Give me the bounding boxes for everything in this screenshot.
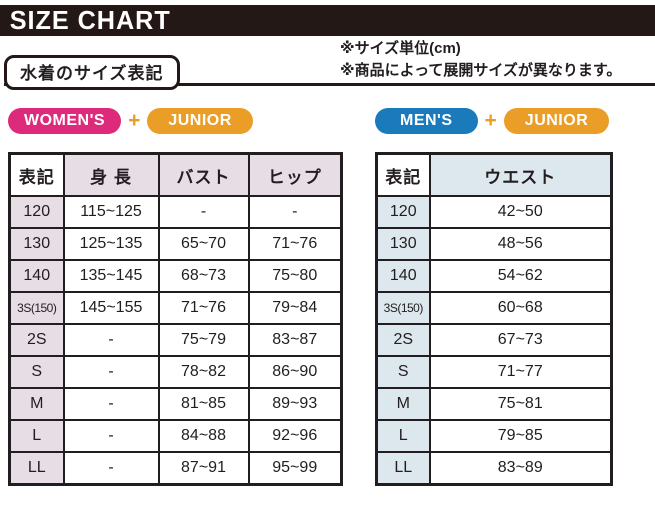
table-row: S 71~77 <box>375 355 613 389</box>
table-row: S -78~82 86~90 <box>8 355 343 389</box>
size-label-cell: 120 <box>375 195 431 229</box>
table-row: 140 54~62 <box>375 259 613 293</box>
mens-badge: MEN'S <box>375 108 478 134</box>
size-label-cell: M <box>375 387 431 421</box>
measurement-cell: 78~82 <box>157 355 250 389</box>
measurement-cell: - <box>157 195 250 229</box>
measurement-cell: 60~68 <box>428 291 613 325</box>
measurement-cell: 75~80 <box>247 259 343 293</box>
size-label-cell: L <box>8 419 65 453</box>
measurement-cell: 71~76 <box>157 291 250 325</box>
measurement-cell: 54~62 <box>428 259 613 293</box>
table-row: 140 135~145 68~73 75~80 <box>8 259 343 293</box>
table-row: 2S -75~79 83~87 <box>8 323 343 357</box>
measurement-cell: 65~70 <box>157 227 250 261</box>
table-row: L 79~85 <box>375 419 613 453</box>
women-size-table: 表記身 長バスト ヒップ 120 115~125- -130 125~135 65~70 71… <box>8 152 343 486</box>
table-row: M -81~85 89~93 <box>8 387 343 421</box>
column-header-cell: ヒップ <box>247 152 343 197</box>
measurement-cell: 86~90 <box>247 355 343 389</box>
measurement-cell: 79~85 <box>428 419 613 453</box>
measurement-cell: 92~96 <box>247 419 343 453</box>
measurement-cell: 67~73 <box>428 323 613 357</box>
table-row: 130 125~135 65~70 71~76 <box>8 227 343 261</box>
measurement-cell: - <box>62 387 160 421</box>
table-row: L -84~88 92~96 <box>8 419 343 453</box>
size-label-cell: L <box>375 419 431 453</box>
table-row: 130 48~56 <box>375 227 613 261</box>
measurement-cell: 95~99 <box>247 451 343 486</box>
size-label-cell: 3S(150) <box>8 291 65 325</box>
measurement-cell: - <box>62 323 160 357</box>
measurement-cell: 71~77 <box>428 355 613 389</box>
table-row: LL -87~91 95~99 <box>8 451 343 486</box>
measurement-cell: 68~73 <box>157 259 250 293</box>
measurement-cell: 42~50 <box>428 195 613 229</box>
size-label-cell: S <box>8 355 65 389</box>
table-row: 3S(150) 60~68 <box>375 291 613 325</box>
size-label-cell: 140 <box>8 259 65 293</box>
size-label-cell: LL <box>8 451 65 486</box>
section-divider-line <box>4 83 655 86</box>
table-row: LL 83~89 <box>375 451 613 486</box>
measurement-cell: 87~91 <box>157 451 250 486</box>
womens-badge-group: WOMEN'S + JUNIOR <box>8 108 253 134</box>
measurement-cell: 81~85 <box>157 387 250 421</box>
measurement-cell: - <box>247 195 343 229</box>
measurement-cell: 71~76 <box>247 227 343 261</box>
size-label-cell: M <box>8 387 65 421</box>
measurement-cell: 75~81 <box>428 387 613 421</box>
size-label-cell: 130 <box>8 227 65 261</box>
size-label-cell: 2S <box>375 323 431 357</box>
measurement-cell: - <box>62 355 160 389</box>
size-label-cell: 130 <box>375 227 431 261</box>
page-title-bar: SIZE CHART <box>0 5 655 36</box>
page-title: SIZE CHART <box>9 5 171 35</box>
plus-icon: + <box>128 109 141 132</box>
men-size-table: 表記 ウエスト 120 42~50 130 48~56 140 54~62 3S(150) 60~… <box>375 152 613 486</box>
measurement-cell: 84~88 <box>157 419 250 453</box>
table-row: M 75~81 <box>375 387 613 421</box>
column-header-cell: 身 長 <box>62 152 160 197</box>
womens-badge: WOMEN'S <box>8 108 122 134</box>
notes-block: ※サイズ単位(cm) ※商品によって展開サイズが異なります。 <box>340 38 621 82</box>
size-label-cell: 2S <box>8 323 65 357</box>
table-row: 120 115~125- - <box>8 195 343 229</box>
note-size-unit: ※サイズ単位(cm) <box>340 40 461 57</box>
column-header-cell: バスト <box>157 152 250 197</box>
measurement-cell: 83~87 <box>247 323 343 357</box>
measurement-cell: - <box>62 451 160 486</box>
junior-badge: JUNIOR <box>503 108 610 134</box>
size-label-cell: LL <box>375 451 431 486</box>
measurement-cell: - <box>62 419 160 453</box>
table-row: 120 42~50 <box>375 195 613 229</box>
header-row: 表記 ウエスト <box>375 152 613 197</box>
mens-badge-group: MEN'S + JUNIOR <box>375 108 610 134</box>
header-row: 表記身 長バスト ヒップ <box>8 152 343 197</box>
measurement-cell: 79~84 <box>247 291 343 325</box>
measurement-cell: 115~125 <box>62 195 160 229</box>
size-label-cell: 120 <box>8 195 65 229</box>
measurement-cell: 145~155 <box>62 291 160 325</box>
corner-header-cell: 表記 <box>8 152 65 197</box>
measurement-cell: 48~56 <box>428 227 613 261</box>
measurement-cell: 75~79 <box>157 323 250 357</box>
section-tab: 水着のサイズ表記 <box>4 55 180 90</box>
column-header-cell: ウエスト <box>428 152 613 197</box>
plus-icon: + <box>484 109 497 132</box>
measurement-cell: 89~93 <box>247 387 343 421</box>
table-row: 2S 67~73 <box>375 323 613 357</box>
measurement-cell: 125~135 <box>62 227 160 261</box>
size-label-cell: 3S(150) <box>375 291 431 325</box>
table-row: 3S(150) 145~155 71~76 79~84 <box>8 291 343 325</box>
note-size-availability: ※商品によって展開サイズが異なります。 <box>340 62 622 79</box>
size-label-cell: S <box>375 355 431 389</box>
measurement-cell: 135~145 <box>62 259 160 293</box>
measurement-cell: 83~89 <box>428 451 613 486</box>
size-label-cell: 140 <box>375 259 431 293</box>
section-tab-label: 水着のサイズ表記 <box>20 64 164 83</box>
junior-badge: JUNIOR <box>147 108 253 134</box>
corner-header-cell: 表記 <box>375 152 431 197</box>
